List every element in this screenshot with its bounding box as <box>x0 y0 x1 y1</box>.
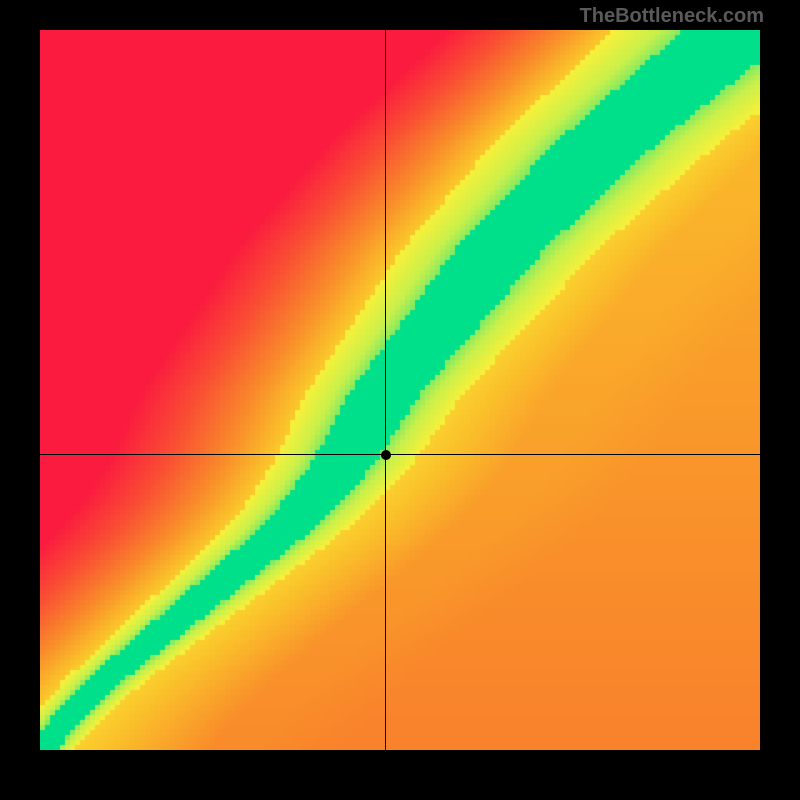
crosshair-vertical <box>385 30 386 750</box>
crosshair-marker <box>381 450 391 460</box>
watermark-text: TheBottleneck.com <box>580 5 764 28</box>
heatmap-plot <box>40 30 760 750</box>
heatmap-canvas <box>40 30 760 750</box>
crosshair-horizontal <box>40 454 760 455</box>
